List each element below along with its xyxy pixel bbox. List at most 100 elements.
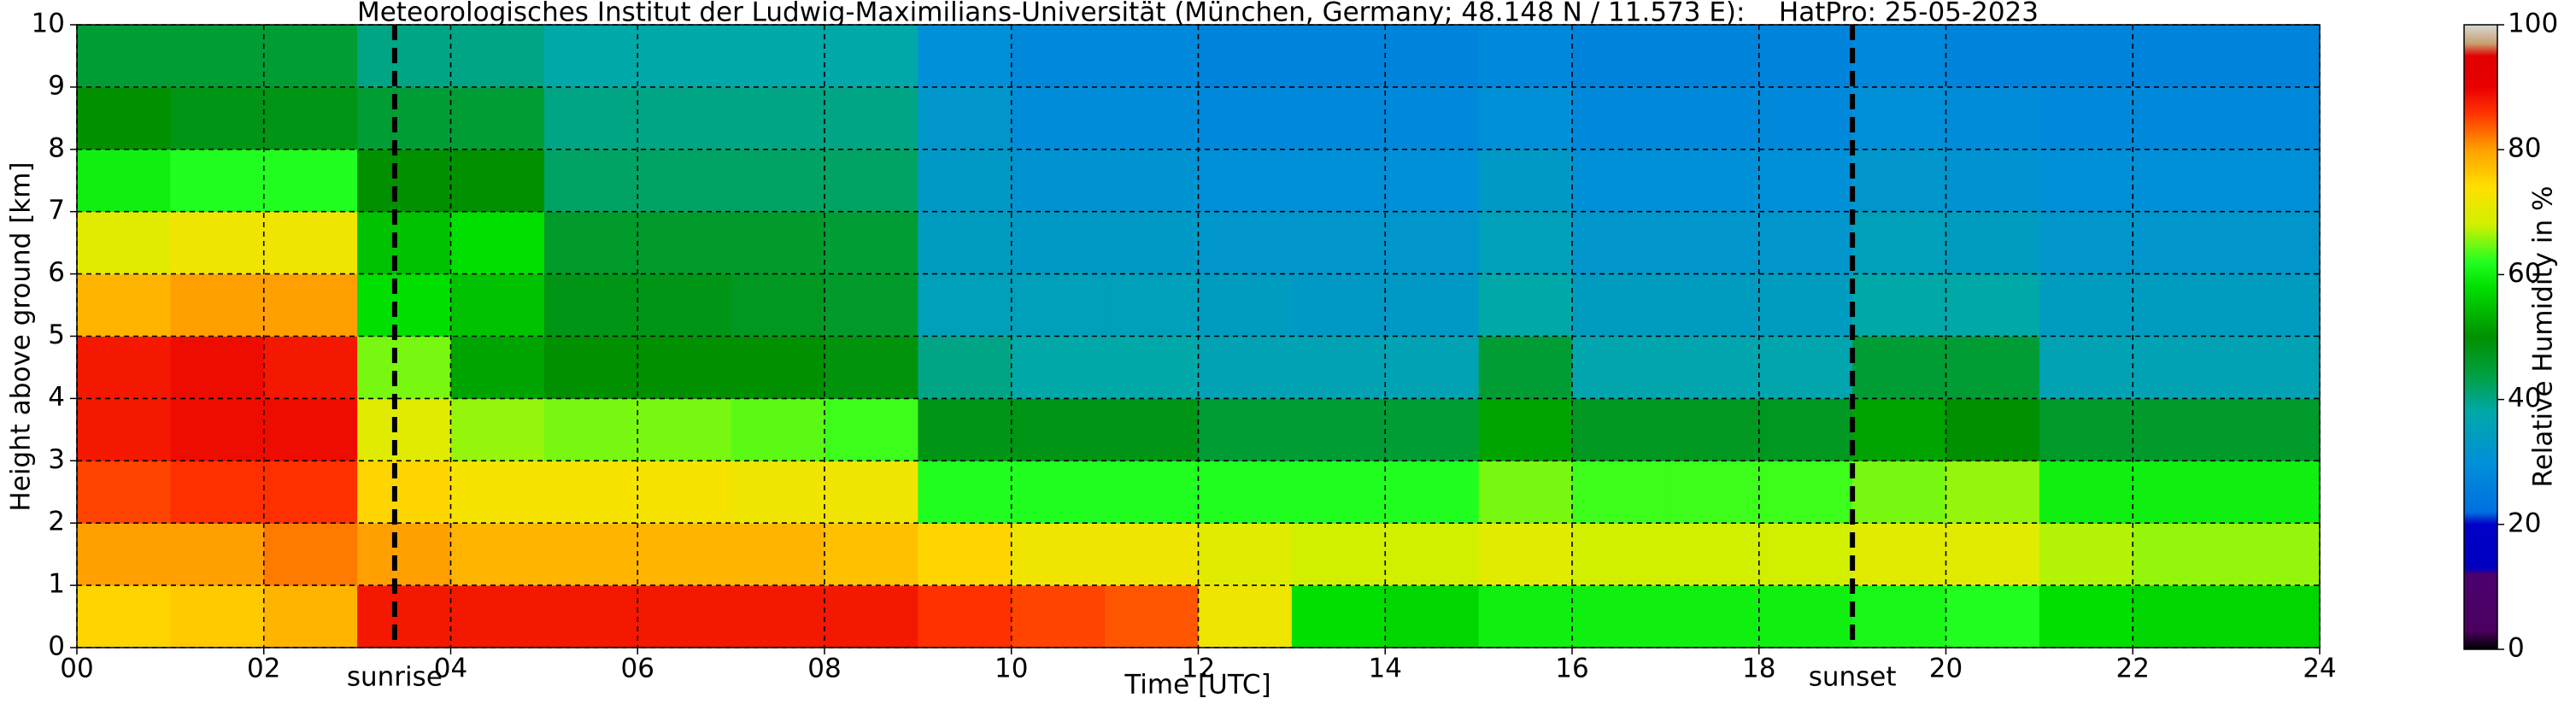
heat-cell (357, 461, 451, 524)
heat-cell (1011, 585, 1106, 648)
heat-cell (263, 523, 358, 586)
heat-cell (1945, 336, 2040, 399)
x-tick-label: 10 (995, 654, 1028, 684)
heat-cell (637, 398, 732, 461)
heat-cell (2133, 398, 2227, 461)
heat-cell (824, 398, 918, 461)
heat-cell (1572, 585, 1666, 648)
heat-cell (1852, 25, 1946, 88)
heat-cell (1572, 149, 1666, 213)
heat-cell (918, 86, 1012, 150)
heat-cell (357, 273, 451, 337)
y-tick-label: 10 (32, 9, 65, 39)
annotation-label: sunset (1809, 662, 1897, 693)
heat-cell (1011, 461, 1106, 524)
heat-cell (1478, 86, 1573, 150)
y-tick-label: 3 (48, 444, 65, 475)
heat-cell (263, 86, 358, 150)
heat-cell (77, 523, 171, 586)
heat-cell (1011, 25, 1106, 88)
heat-cell (1385, 211, 1480, 275)
colorbar-label: Relative Humidity in % (2528, 186, 2559, 488)
heat-cell (1852, 86, 1946, 150)
heat-cell (77, 25, 171, 88)
heat-cell (918, 149, 1012, 213)
heat-cell (731, 523, 825, 586)
heat-cell (1665, 585, 1760, 648)
heat-cell (2039, 336, 2133, 399)
colorbar-tick-label: 100 (2508, 9, 2558, 39)
heat-cell (450, 149, 545, 213)
heat-cell (918, 336, 1012, 399)
x-tick-label: 16 (1555, 654, 1588, 684)
heat-cell (77, 585, 171, 648)
heat-cell (1572, 273, 1666, 337)
heat-cell (77, 86, 171, 150)
heat-cell (824, 523, 918, 586)
heat-cell (1665, 149, 1760, 213)
heat-cell (450, 461, 545, 524)
heat-cell (263, 585, 358, 648)
heat-cell (918, 523, 1012, 586)
x-tick-label: 06 (621, 654, 654, 684)
heat-cell (450, 523, 545, 586)
heat-cell (2039, 461, 2133, 524)
heat-cell (2133, 585, 2227, 648)
heat-cell (1665, 461, 1760, 524)
y-tick-label: 2 (48, 507, 65, 537)
heat-cell (824, 336, 918, 399)
heat-cell (1665, 523, 1760, 586)
heat-cell (1945, 523, 2040, 586)
heat-cell (637, 86, 732, 150)
heat-cell (1291, 523, 1386, 586)
heat-cell (637, 336, 732, 399)
heat-cell (1011, 149, 1106, 213)
heat-cell (1291, 398, 1386, 461)
heat-cell (1572, 398, 1666, 461)
heat-cell (263, 461, 358, 524)
heat-cell (918, 211, 1012, 275)
heat-cell (357, 25, 451, 88)
heat-cell (1852, 585, 1946, 648)
heat-cell (2226, 211, 2321, 275)
heat-cell (2133, 211, 2227, 275)
heat-cell (1105, 273, 1199, 337)
heat-cell (1198, 273, 1293, 337)
heat-cell (824, 273, 918, 337)
heat-cell (1665, 336, 1760, 399)
heat-cell (637, 461, 732, 524)
heat-cell (1758, 86, 1853, 150)
heat-cell (263, 211, 358, 275)
chart-title: Meteorologisches Institut der Ludwig-Max… (357, 0, 2039, 28)
heat-cell (1011, 86, 1106, 150)
heat-cell (637, 25, 732, 88)
heat-cell (1385, 273, 1480, 337)
heat-cell (263, 25, 358, 88)
heat-cell (1758, 398, 1853, 461)
heat-cell (2039, 211, 2133, 275)
colorbar (2463, 24, 2498, 650)
heat-cell (1945, 461, 2040, 524)
heat-cell (1291, 25, 1386, 88)
x-tick-label: 08 (807, 654, 841, 684)
heat-cell (2226, 86, 2321, 150)
heat-cell (357, 149, 451, 213)
heat-cell (543, 211, 638, 275)
heat-cell (543, 585, 638, 648)
heat-cell (637, 149, 732, 213)
y-tick-label: 8 (48, 132, 65, 163)
heat-cell (1011, 398, 1106, 461)
heat-cell (824, 25, 918, 88)
heat-cell (1572, 25, 1666, 88)
heat-cell (637, 523, 732, 586)
heat-cell (170, 273, 265, 337)
heat-cell (543, 273, 638, 337)
heat-cell (1478, 336, 1573, 399)
heat-cell (543, 523, 638, 586)
heat-cell (1291, 585, 1386, 648)
heat-cell (450, 86, 545, 150)
heat-cell (170, 523, 265, 586)
heat-cell (1198, 585, 1293, 648)
heat-cell (731, 398, 825, 461)
